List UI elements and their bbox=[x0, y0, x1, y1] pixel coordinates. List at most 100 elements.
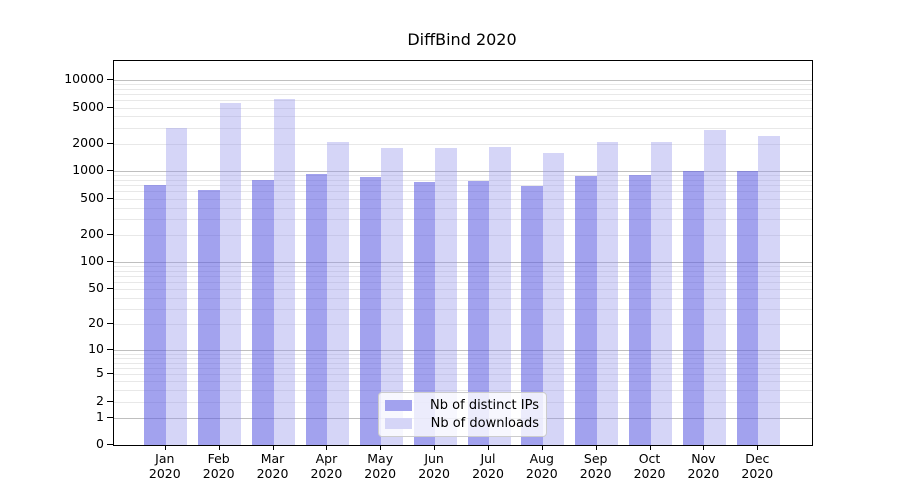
gridline-minor bbox=[114, 107, 812, 109]
bar-distinct-ips bbox=[736, 170, 759, 445]
x-tick-label: Dec 2020 bbox=[741, 451, 774, 481]
y-tick-mark bbox=[107, 79, 113, 80]
bar-distinct-ips bbox=[575, 176, 597, 445]
y-tick-label: 5000 bbox=[72, 98, 104, 114]
gridline-major bbox=[114, 350, 812, 351]
x-tick-mark bbox=[703, 445, 705, 450]
x-tick-label: Jan 2020 bbox=[148, 451, 181, 481]
y-tick-label: 5 bbox=[96, 365, 104, 380]
y-tick-label: 500 bbox=[80, 189, 104, 205]
gridline-minor bbox=[114, 374, 812, 375]
y-tick-mark bbox=[107, 400, 113, 402]
plot-area bbox=[113, 60, 813, 446]
gridline-minor bbox=[114, 266, 812, 268]
legend-entry-distinct-ips: Nb of distinct IPs bbox=[385, 397, 539, 414]
bar-downloads bbox=[489, 146, 511, 445]
x-tick-label: Oct 2020 bbox=[633, 451, 666, 481]
bar-distinct-ips bbox=[144, 185, 166, 445]
y-tick-label: 1000 bbox=[72, 162, 104, 178]
gridline-minor bbox=[114, 367, 812, 369]
legend-swatch-downloads-icon bbox=[385, 417, 412, 429]
bar-distinct-ips bbox=[359, 177, 382, 445]
gridline-minor bbox=[114, 198, 812, 200]
x-tick-label: May 2020 bbox=[364, 451, 397, 481]
gridline-minor bbox=[114, 143, 812, 145]
bar-distinct-ips bbox=[682, 170, 705, 445]
gridline-minor bbox=[114, 282, 812, 284]
y-tick-label: 50 bbox=[88, 280, 104, 296]
bar-distinct-ips bbox=[629, 174, 651, 445]
y-tick-mark bbox=[107, 373, 113, 374]
bar-downloads bbox=[542, 152, 565, 445]
y-tick-mark bbox=[107, 142, 113, 144]
x-tick-label: Sep 2020 bbox=[579, 451, 612, 481]
bar-downloads bbox=[435, 148, 457, 445]
x-tick-label: Apr 2020 bbox=[310, 451, 343, 481]
bar-downloads bbox=[165, 127, 188, 445]
gridline-minor bbox=[114, 362, 812, 364]
y-tick-label: 200 bbox=[80, 225, 104, 241]
y-tick-mark bbox=[107, 106, 113, 108]
x-tick-label: Aug 2020 bbox=[525, 451, 558, 481]
bar-downloads bbox=[650, 142, 672, 445]
x-tick-mark bbox=[326, 445, 328, 450]
legend-label-downloads: Nb of downloads bbox=[430, 415, 539, 431]
legend: Nb of distinct IPs Nb of downloads bbox=[378, 392, 547, 437]
bar-distinct-ips bbox=[305, 173, 328, 445]
bar-downloads bbox=[596, 142, 619, 445]
x-tick-mark bbox=[164, 445, 166, 450]
y-tick-label: 20 bbox=[88, 315, 104, 331]
bar-distinct-ips bbox=[467, 181, 489, 445]
gridline-minor bbox=[114, 180, 812, 181]
y-tick-mark bbox=[107, 233, 113, 235]
gridline-minor bbox=[114, 207, 812, 209]
gridline-minor bbox=[114, 276, 812, 278]
y-tick-mark bbox=[107, 288, 113, 290]
y-tick-mark bbox=[107, 416, 113, 418]
gridline-minor bbox=[114, 88, 812, 90]
y-tick-label: 100 bbox=[80, 253, 104, 269]
gridline-minor bbox=[114, 390, 812, 392]
gridline-major bbox=[114, 80, 812, 81]
gridline-minor bbox=[114, 84, 812, 86]
y-tick-mark bbox=[107, 323, 113, 325]
gridline-minor bbox=[114, 116, 812, 118]
legend-label-distinct-ips: Nb of distinct IPs bbox=[430, 398, 539, 414]
gridline-minor bbox=[114, 297, 812, 299]
y-tick-label: 2000 bbox=[72, 134, 104, 150]
gridline-minor bbox=[114, 191, 812, 193]
gridline-minor bbox=[114, 289, 812, 291]
x-tick-mark bbox=[272, 445, 274, 450]
y-tick-mark bbox=[107, 349, 113, 350]
x-tick-mark bbox=[434, 445, 436, 450]
gridline-minor bbox=[114, 324, 812, 326]
y-tick-mark bbox=[107, 197, 113, 199]
y-tick-label: 2 bbox=[96, 392, 104, 408]
x-tick-mark bbox=[757, 445, 759, 450]
bar-distinct-ips bbox=[198, 189, 220, 445]
bar-downloads bbox=[381, 147, 403, 445]
gridline-major bbox=[114, 171, 812, 173]
x-tick-label: Feb 2020 bbox=[202, 451, 235, 481]
gridline-minor bbox=[114, 218, 812, 220]
bar-downloads bbox=[758, 135, 780, 445]
gridline-minor bbox=[114, 308, 812, 310]
x-tick-mark bbox=[649, 445, 651, 450]
chart-title: DiffBind 2020 bbox=[407, 30, 517, 49]
gridline-minor bbox=[114, 100, 812, 102]
bar-downloads bbox=[704, 129, 726, 445]
y-tick-label: 1 bbox=[96, 408, 104, 424]
bar-downloads bbox=[327, 142, 349, 445]
x-tick-label: Nov 2020 bbox=[687, 451, 720, 481]
gridline-minor bbox=[114, 357, 812, 359]
y-tick-mark bbox=[107, 170, 113, 172]
gridline-minor bbox=[114, 381, 812, 383]
gridline-minor bbox=[114, 127, 812, 129]
gridline-minor bbox=[114, 234, 812, 236]
x-tick-mark bbox=[541, 445, 543, 450]
y-tick-mark bbox=[107, 261, 113, 263]
bar-downloads bbox=[219, 102, 242, 445]
x-tick-label: Jun 2020 bbox=[418, 451, 450, 481]
x-tick-label: Mar 2020 bbox=[256, 451, 289, 481]
legend-entry-downloads: Nb of downloads bbox=[385, 415, 539, 432]
